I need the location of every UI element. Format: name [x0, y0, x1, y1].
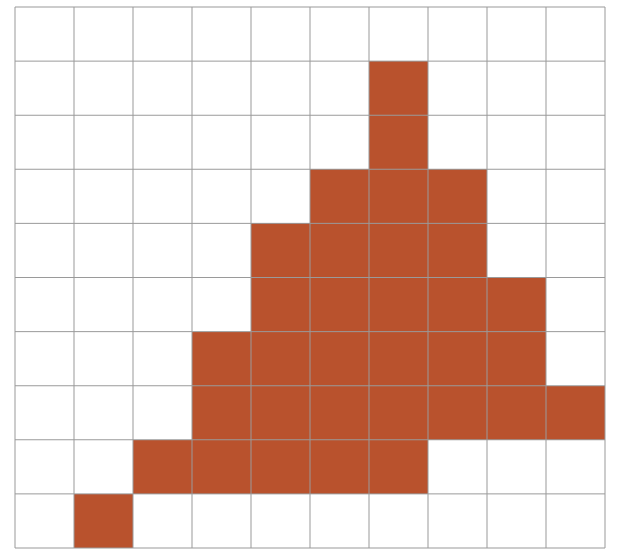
filled-cell-r8-c2 [133, 439, 192, 494]
filled-cell-r5-c8 [487, 277, 546, 332]
filled-cell-r7-c3 [192, 385, 251, 440]
filled-cell-r8-c3 [192, 439, 251, 494]
filled-cell-r7-c8 [487, 385, 546, 440]
filled-cell-r3-c5 [310, 169, 369, 224]
filled-cell-r6-c4 [251, 331, 310, 386]
filled-cell-r5-c5 [310, 277, 369, 332]
filled-cell-r6-c6 [369, 331, 428, 386]
filled-cell-r7-c4 [251, 385, 310, 440]
filled-cell-r3-c6 [369, 169, 428, 224]
filled-cell-r8-c4 [251, 439, 310, 494]
filled-cell-r8-c6 [369, 439, 428, 494]
filled-cells [74, 61, 605, 548]
filled-cell-r7-c7 [428, 385, 487, 440]
filled-cell-r5-c6 [369, 277, 428, 332]
filled-cell-r8-c5 [310, 439, 369, 494]
filled-cell-r6-c3 [192, 331, 251, 386]
filled-cell-r7-c5 [310, 385, 369, 440]
filled-cell-r4-c4 [251, 223, 310, 278]
filled-cell-r4-c7 [428, 223, 487, 278]
filled-cell-r7-c9 [546, 385, 605, 440]
filled-cell-r5-c4 [251, 277, 310, 332]
filled-cell-r6-c8 [487, 331, 546, 386]
filled-cell-r6-c7 [428, 331, 487, 386]
filled-cell-r4-c6 [369, 223, 428, 278]
filled-cell-r7-c6 [369, 385, 428, 440]
filled-cell-r2-c6 [369, 115, 428, 170]
filled-cell-r9-c1 [74, 493, 133, 548]
filled-cell-r4-c5 [310, 223, 369, 278]
filled-cell-r3-c7 [428, 169, 487, 224]
filled-cell-r5-c7 [428, 277, 487, 332]
filled-cell-r6-c5 [310, 331, 369, 386]
grid-lines [14, 6, 606, 549]
filled-cell-r1-c6 [369, 61, 428, 116]
